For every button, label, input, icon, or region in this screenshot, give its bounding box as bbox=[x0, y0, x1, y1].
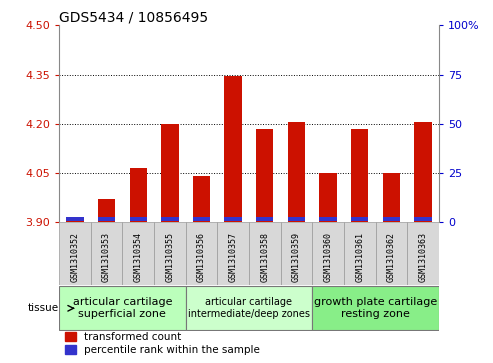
Legend: transformed count, percentile rank within the sample: transformed count, percentile rank withi… bbox=[65, 331, 261, 356]
Text: GSM1310360: GSM1310360 bbox=[323, 232, 333, 282]
Bar bbox=[186, 286, 312, 330]
Bar bbox=[224, 76, 242, 222]
Text: GSM1310358: GSM1310358 bbox=[260, 232, 269, 282]
Bar bbox=[193, 217, 210, 221]
Text: GSM1310353: GSM1310353 bbox=[102, 232, 111, 282]
Bar bbox=[288, 122, 305, 222]
Bar bbox=[312, 286, 439, 330]
Text: GSM1310356: GSM1310356 bbox=[197, 232, 206, 282]
Bar bbox=[319, 173, 337, 222]
Bar bbox=[414, 217, 432, 221]
Text: articular cartilage
superficial zone: articular cartilage superficial zone bbox=[72, 298, 172, 319]
Bar bbox=[66, 219, 84, 222]
Bar bbox=[224, 217, 242, 221]
Text: GDS5434 / 10856495: GDS5434 / 10856495 bbox=[59, 10, 208, 24]
Bar bbox=[414, 122, 432, 222]
Bar bbox=[193, 176, 210, 222]
Bar bbox=[376, 222, 407, 285]
Bar bbox=[249, 222, 281, 285]
Bar bbox=[383, 217, 400, 221]
Bar bbox=[59, 286, 186, 330]
Text: articular cartilage
intermediate/deep zones: articular cartilage intermediate/deep zo… bbox=[188, 298, 310, 319]
Bar bbox=[130, 168, 147, 222]
Bar bbox=[344, 222, 376, 285]
Bar bbox=[383, 173, 400, 222]
Text: GSM1310362: GSM1310362 bbox=[387, 232, 396, 282]
Bar bbox=[407, 222, 439, 285]
Bar bbox=[130, 217, 147, 221]
Text: tissue: tissue bbox=[28, 303, 59, 313]
Text: GSM1310359: GSM1310359 bbox=[292, 232, 301, 282]
Bar bbox=[98, 199, 115, 222]
Bar bbox=[288, 217, 305, 221]
Bar bbox=[312, 222, 344, 285]
Bar bbox=[91, 222, 122, 285]
Text: GSM1310352: GSM1310352 bbox=[70, 232, 79, 282]
Bar bbox=[351, 129, 368, 222]
Bar bbox=[161, 217, 178, 221]
Text: GSM1310355: GSM1310355 bbox=[165, 232, 175, 282]
Bar bbox=[186, 222, 217, 285]
Bar bbox=[351, 217, 368, 221]
Text: GSM1310354: GSM1310354 bbox=[134, 232, 143, 282]
Bar bbox=[59, 222, 91, 285]
Bar bbox=[122, 222, 154, 285]
Bar bbox=[281, 222, 312, 285]
Bar bbox=[154, 222, 186, 285]
Bar bbox=[161, 124, 178, 222]
Bar bbox=[256, 129, 274, 222]
Text: GSM1310357: GSM1310357 bbox=[229, 232, 238, 282]
Bar bbox=[217, 222, 249, 285]
Bar bbox=[319, 217, 337, 221]
Text: growth plate cartilage
resting zone: growth plate cartilage resting zone bbox=[314, 298, 437, 319]
Text: GSM1310361: GSM1310361 bbox=[355, 232, 364, 282]
Text: GSM1310363: GSM1310363 bbox=[419, 232, 427, 282]
Bar bbox=[256, 217, 274, 221]
Bar bbox=[66, 217, 84, 221]
Bar bbox=[98, 217, 115, 221]
